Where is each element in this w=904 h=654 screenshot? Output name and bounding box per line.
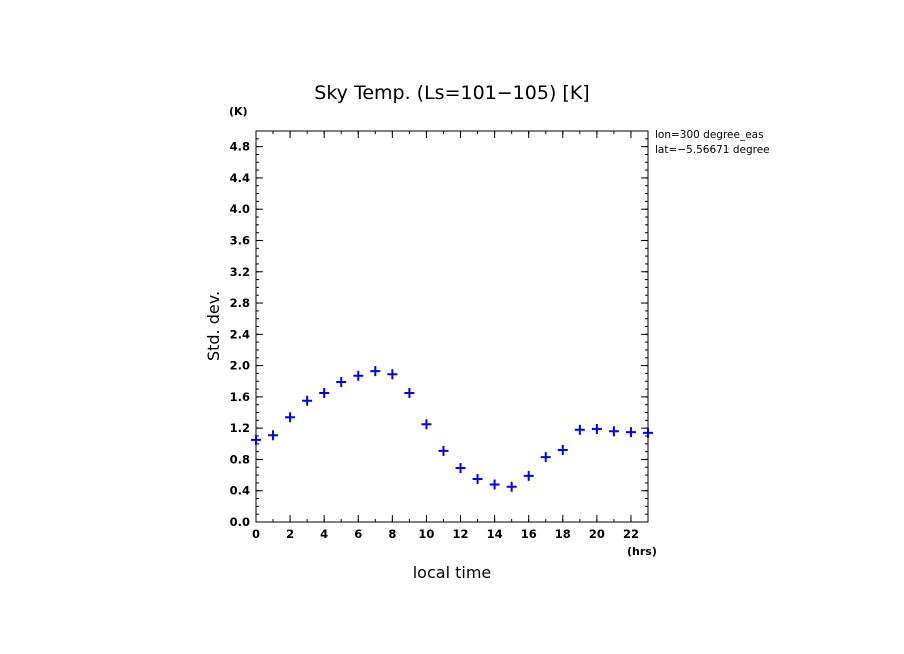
y-tick-label: 1.2 bbox=[230, 421, 250, 435]
data-point bbox=[472, 473, 483, 484]
x-axis-label: local time bbox=[413, 563, 492, 582]
y-axis-unit: (K) bbox=[229, 105, 248, 118]
data-point bbox=[404, 387, 415, 398]
data-point bbox=[455, 463, 466, 474]
data-point bbox=[268, 430, 279, 441]
y-tick-label: 1.6 bbox=[230, 390, 250, 404]
y-tick-label: 0.4 bbox=[230, 484, 250, 498]
data-point bbox=[506, 481, 517, 492]
x-tick-label: 2 bbox=[286, 527, 294, 541]
x-tick-label: 4 bbox=[320, 527, 328, 541]
chart-title: Sky Temp. (Ls=101−105) [K] bbox=[314, 82, 589, 104]
y-tick-label: 2.8 bbox=[230, 296, 250, 310]
x-tick-label: 16 bbox=[521, 527, 537, 541]
x-tick-label: 8 bbox=[388, 527, 396, 541]
x-tick-label: 10 bbox=[418, 527, 434, 541]
x-tick-label: 0 bbox=[252, 527, 260, 541]
data-point bbox=[421, 419, 432, 430]
x-tick-label: 12 bbox=[453, 527, 469, 541]
x-tick-label: 18 bbox=[555, 527, 571, 541]
y-tick-label: 2.0 bbox=[230, 359, 250, 373]
data-point bbox=[302, 395, 313, 406]
y-tick-label: 4.4 bbox=[230, 171, 250, 185]
data-point bbox=[591, 423, 602, 434]
data-point bbox=[540, 452, 551, 463]
location-annotation-lat: lat=−5.56671 degree bbox=[655, 144, 770, 156]
data-point bbox=[523, 470, 534, 481]
data-point bbox=[625, 427, 636, 438]
y-tick-label: 3.6 bbox=[230, 233, 250, 247]
y-axis-label: Std. dev. bbox=[204, 291, 223, 361]
x-axis-unit: (hrs) bbox=[627, 545, 657, 558]
y-tick-label: 0.0 bbox=[230, 515, 250, 529]
y-tick-label: 4.0 bbox=[230, 202, 250, 216]
data-point bbox=[336, 377, 347, 388]
data-point bbox=[557, 445, 568, 456]
x-tick-label: 14 bbox=[487, 527, 503, 541]
x-tick-label: 20 bbox=[589, 527, 605, 541]
x-tick-label: 22 bbox=[623, 527, 639, 541]
x-tick-label: 6 bbox=[354, 527, 362, 541]
data-point bbox=[370, 366, 381, 377]
data-point bbox=[438, 445, 449, 456]
location-annotation-lon: lon=300 degree_eas bbox=[655, 129, 764, 141]
data-point bbox=[574, 424, 585, 435]
data-point bbox=[319, 387, 330, 398]
data-point bbox=[489, 479, 500, 490]
data-point bbox=[387, 369, 398, 380]
y-tick-label: 3.2 bbox=[230, 265, 250, 279]
data-point bbox=[643, 427, 653, 438]
y-tick-label: 2.4 bbox=[230, 327, 250, 341]
y-tick-label: 0.8 bbox=[230, 452, 250, 466]
plot-frame bbox=[255, 130, 649, 523]
data-point bbox=[285, 412, 296, 423]
data-point bbox=[251, 434, 261, 445]
data-point bbox=[353, 370, 364, 381]
y-tick-label: 4.8 bbox=[230, 140, 250, 154]
plot-area: 0.0 0.4 0.8 1.2 1.6 2.0 2.4 2.8 3.2 3.6 4.0 4.4 4.8 0… bbox=[230, 130, 653, 541]
data-point bbox=[608, 426, 619, 437]
